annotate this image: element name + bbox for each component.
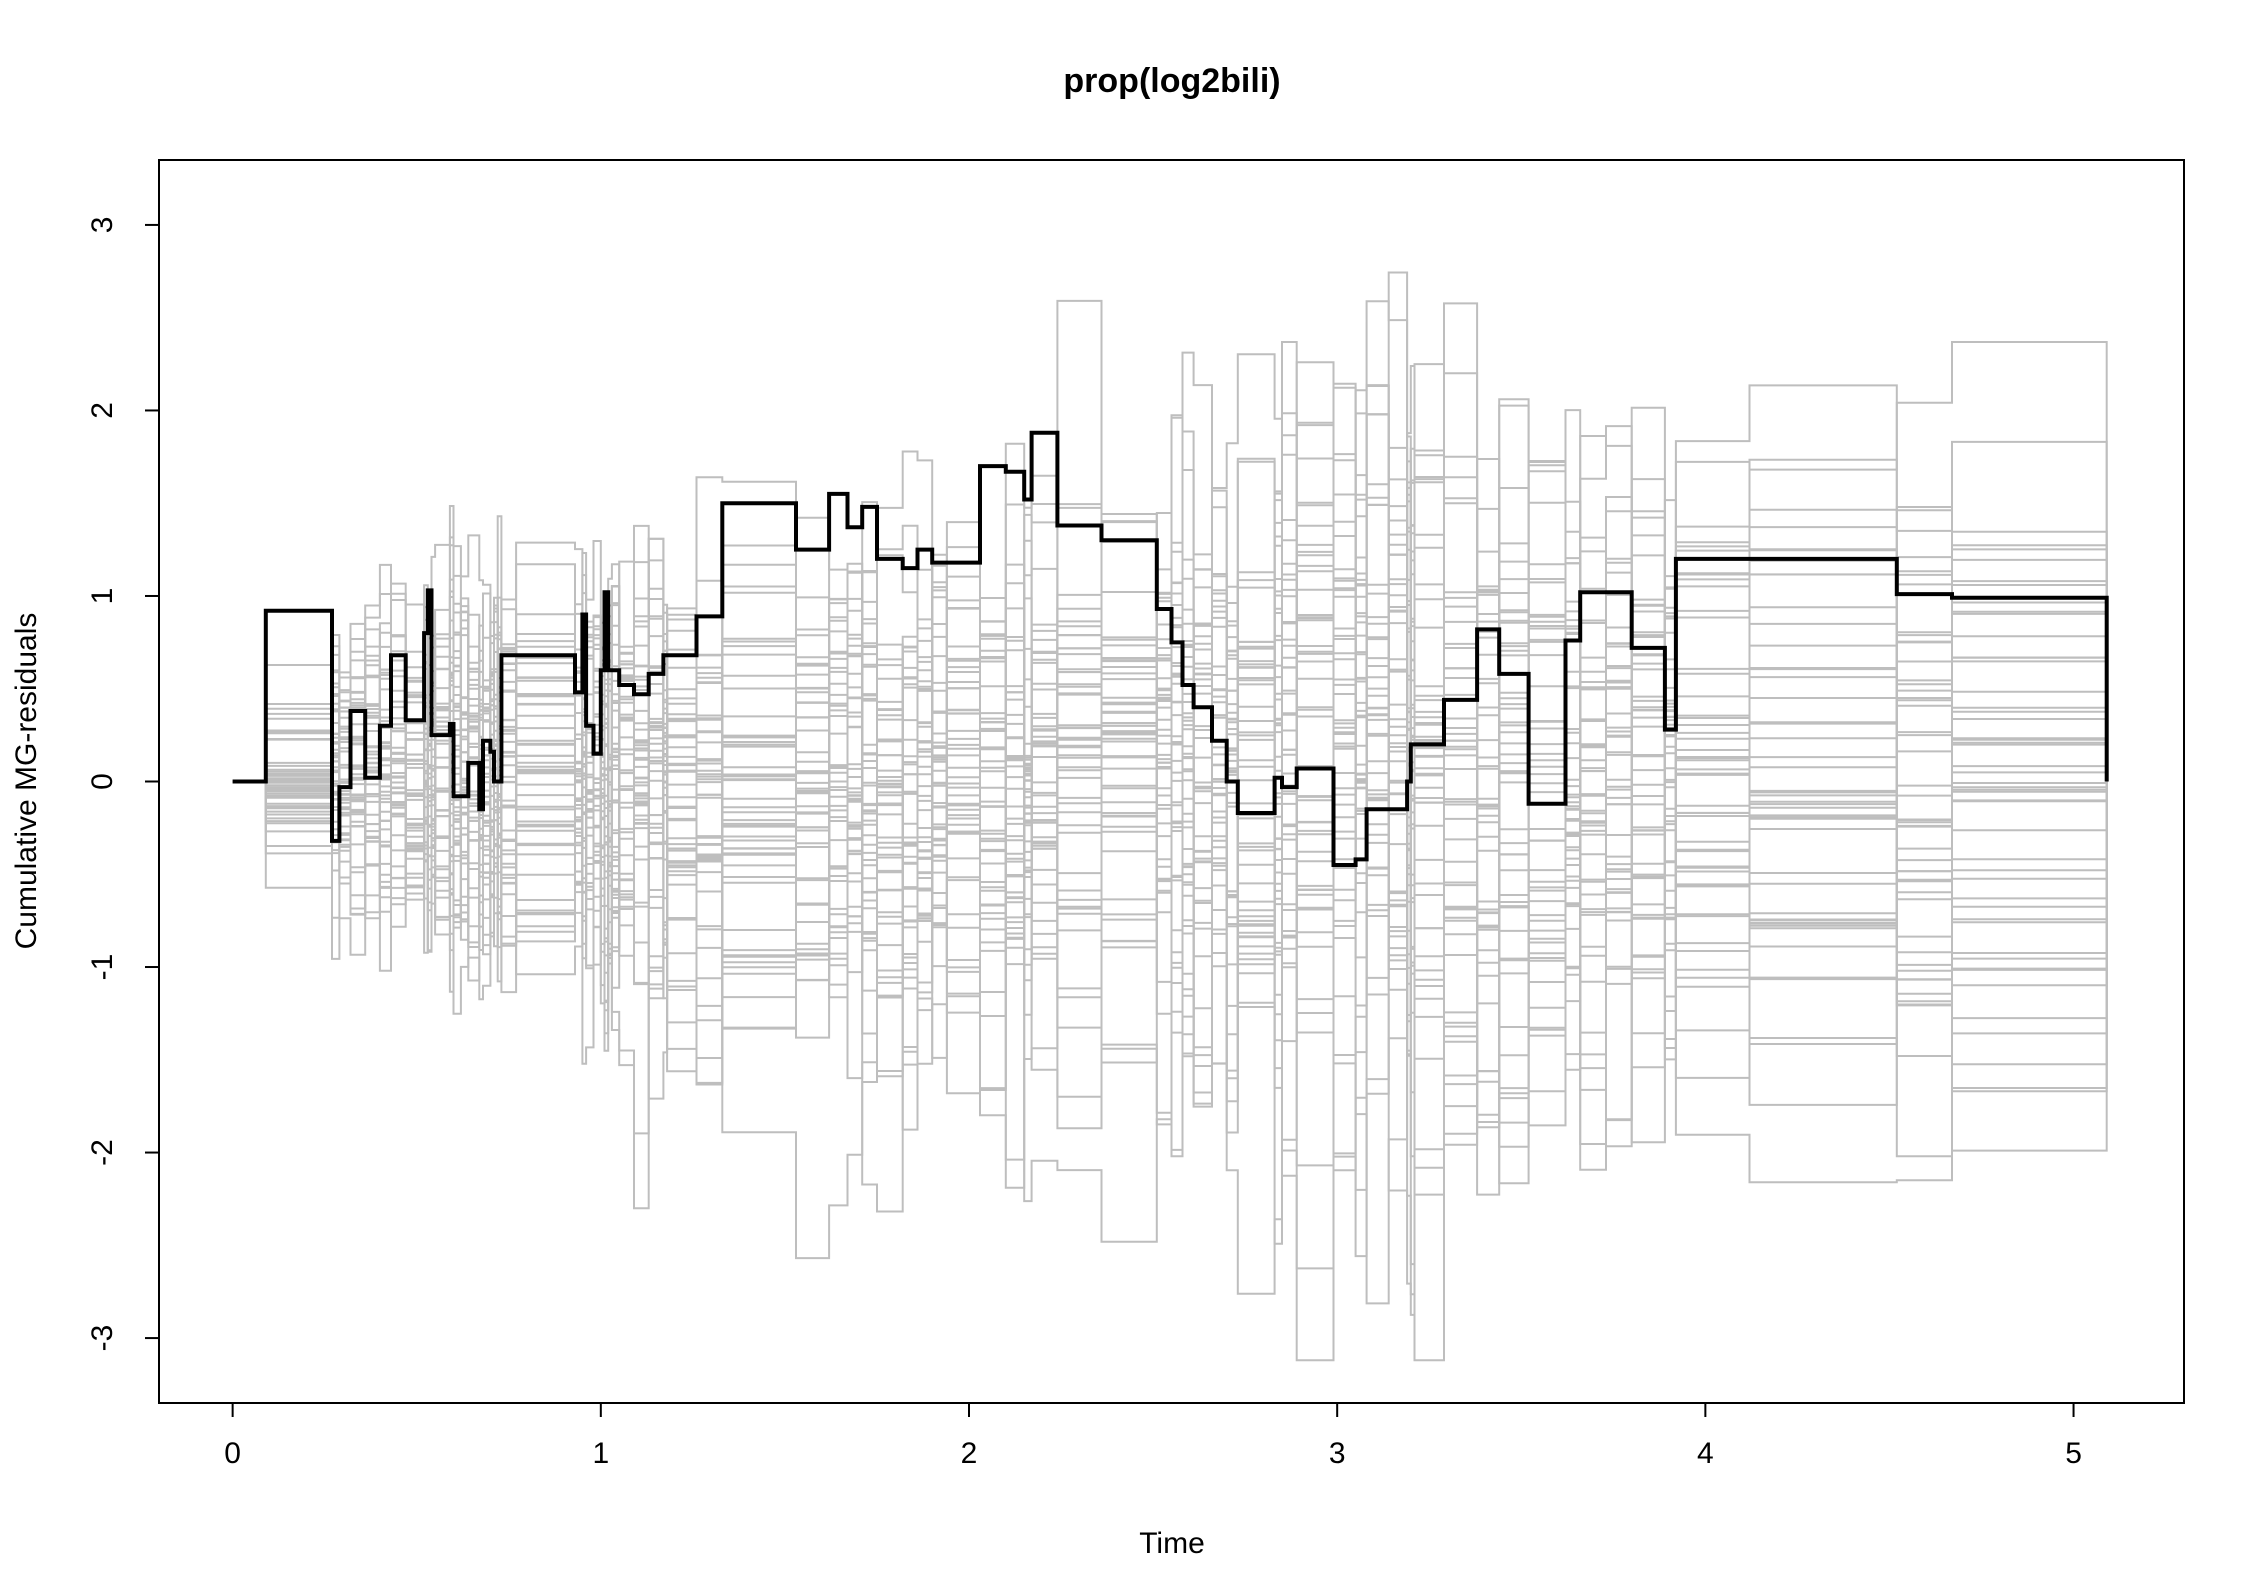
simulated-path-line [232, 413, 2108, 1213]
x-tick-label: 1 [592, 1437, 609, 1470]
simulated-path-line [232, 341, 2108, 1077]
chart-title: prop(log2bili) [1063, 62, 1280, 100]
simulated-path-line [232, 404, 2108, 1006]
simulated-path-line [232, 583, 2108, 1189]
simulated-path-line [232, 435, 2108, 1210]
simulated-path-line [232, 363, 2108, 1135]
observed-path-line [232, 430, 2109, 867]
y-tick-label: 0 [86, 773, 119, 790]
x-axis: 0 1 2 3 4 5 [224, 1402, 2082, 1470]
x-tick-label: 0 [224, 1437, 241, 1470]
x-tick-label: 5 [2065, 1437, 2082, 1470]
x-tick-label: 2 [961, 1437, 978, 1470]
simulated-path-line [232, 421, 2108, 1105]
x-axis-label: Time [1139, 1527, 1205, 1560]
x-tick-label: 4 [1697, 1437, 1714, 1470]
simulated-paths [232, 271, 2108, 1362]
y-axis: -3 -2 -1 0 1 2 3 [86, 217, 159, 1352]
y-tick-label: 1 [86, 588, 119, 605]
y-axis-label: Cumulative MG-residuals [10, 613, 43, 950]
y-tick-label: 3 [86, 217, 119, 234]
y-tick-label: -2 [86, 1139, 119, 1166]
y-tick-label: -1 [86, 954, 119, 981]
observed-path [232, 430, 2109, 867]
y-tick-label: 2 [86, 402, 119, 419]
simulated-path-line [232, 386, 2108, 1032]
simulated-path-line [232, 299, 2108, 1091]
simulated-path-line [232, 502, 2108, 1042]
simulated-path-line [232, 510, 2108, 1035]
y-tick-label: -3 [86, 1325, 119, 1352]
x-tick-label: 3 [1329, 1437, 1346, 1470]
